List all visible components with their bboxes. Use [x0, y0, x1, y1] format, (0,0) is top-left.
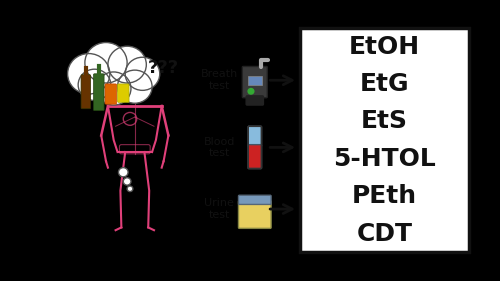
Circle shape	[85, 42, 127, 83]
Circle shape	[96, 72, 131, 105]
Circle shape	[78, 69, 111, 101]
Text: Urine
test: Urine test	[204, 198, 234, 220]
Text: EtS: EtS	[361, 109, 408, 133]
FancyBboxPatch shape	[238, 201, 271, 228]
FancyBboxPatch shape	[238, 195, 271, 205]
FancyBboxPatch shape	[246, 96, 264, 105]
FancyBboxPatch shape	[118, 84, 129, 102]
FancyBboxPatch shape	[248, 126, 262, 146]
Text: 5-HTOL: 5-HTOL	[333, 147, 436, 171]
Circle shape	[68, 54, 110, 94]
Text: CDT: CDT	[356, 222, 412, 246]
Text: EtOH: EtOH	[349, 35, 420, 58]
Circle shape	[118, 168, 128, 177]
Text: ???: ???	[148, 59, 179, 77]
Text: Blood
test: Blood test	[204, 137, 235, 158]
Text: PEth: PEth	[352, 184, 417, 208]
FancyBboxPatch shape	[248, 76, 262, 85]
Text: EtG: EtG	[360, 72, 409, 96]
Circle shape	[108, 46, 146, 83]
FancyBboxPatch shape	[105, 84, 117, 104]
FancyBboxPatch shape	[94, 74, 104, 111]
FancyBboxPatch shape	[248, 145, 262, 169]
Circle shape	[124, 178, 131, 185]
FancyBboxPatch shape	[242, 66, 268, 98]
Circle shape	[248, 89, 254, 94]
Circle shape	[125, 57, 160, 90]
Circle shape	[118, 70, 152, 103]
Text: Breath
test: Breath test	[200, 69, 238, 91]
FancyBboxPatch shape	[81, 75, 90, 109]
FancyBboxPatch shape	[300, 28, 469, 252]
Circle shape	[127, 186, 133, 192]
